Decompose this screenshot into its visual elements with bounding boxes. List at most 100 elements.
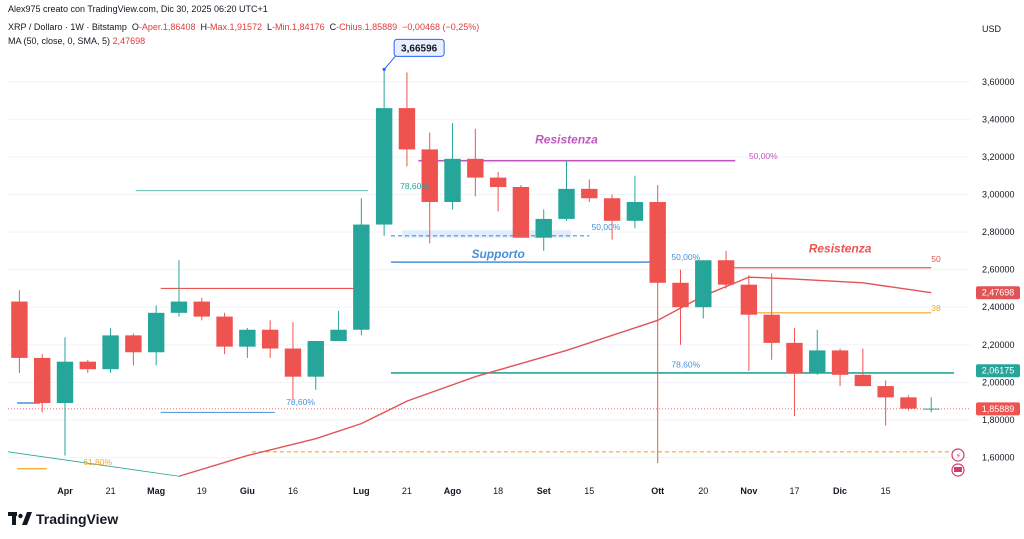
candle-40 — [923, 397, 940, 413]
candle-17 — [398, 72, 416, 167]
high-value: -Max.1,91572 — [206, 22, 263, 32]
candle-32 — [740, 275, 758, 372]
x-label-2: Mag — [147, 486, 165, 496]
y-tick-8: 2,00000 — [982, 377, 1015, 387]
fib-label-3: 50,00% — [671, 252, 700, 262]
y-tick-0: 3,60000 — [982, 77, 1015, 87]
candle-body-22 — [512, 186, 530, 238]
candle-body-32 — [740, 284, 758, 315]
open-value: -Aper.1,86408 — [138, 22, 196, 32]
candle-8 — [193, 297, 210, 321]
fib-label-7: 50 — [931, 254, 941, 264]
ma-label: MA (50, close, 0, SMA, 5) — [8, 36, 111, 46]
x-label-11: 15 — [584, 486, 594, 496]
candle-27 — [626, 175, 644, 229]
level-price-tag-bg — [976, 364, 1020, 378]
candle-body-28 — [649, 202, 666, 283]
candle-6 — [147, 305, 165, 366]
annotation-2: Resistenza — [809, 241, 872, 255]
candle-body-8 — [193, 301, 210, 317]
candle-24 — [558, 160, 575, 221]
high-label: H — [200, 22, 207, 32]
close-label: C — [329, 22, 337, 32]
candle-13 — [307, 341, 324, 390]
candle-body-30 — [695, 260, 712, 308]
candle-37 — [854, 348, 872, 387]
support-zone-band — [402, 230, 572, 238]
x-label-5: 16 — [288, 486, 298, 496]
x-label-6: Lug — [353, 486, 370, 496]
y-tick-1: 3,40000 — [982, 114, 1015, 124]
candle-body-29 — [672, 282, 689, 308]
chart-credit: Alex975 creato con TradingView.com, Dic … — [8, 4, 268, 14]
symbol-title[interactable]: XRP / Dollaro · 1W · Bitstamp — [8, 22, 127, 32]
candle-1 — [33, 354, 51, 413]
candle-20 — [467, 128, 484, 197]
level-lines — [7, 159, 970, 477]
candle-18 — [421, 132, 438, 244]
x-label-7: 21 — [402, 486, 412, 496]
candle-16 — [375, 68, 393, 236]
candle-body-21 — [489, 177, 507, 187]
candle-21 — [489, 171, 507, 212]
level-price-tag: 2,06175 — [976, 364, 1020, 378]
y-tick-6: 2,40000 — [982, 302, 1015, 312]
candle-body-35 — [809, 350, 826, 373]
candle-25 — [581, 179, 598, 203]
candles — [11, 68, 940, 464]
candle-31 — [717, 250, 735, 289]
candle-14 — [330, 310, 347, 342]
candle-body-40 — [923, 408, 940, 410]
time-axis[interactable]: Apr 21 Mag 19 Giu 16 Lug 21 Ago 18 Set 15 Ott 20 Nov 17… — [57, 486, 890, 496]
ma-price-tag: 2,47698 — [976, 286, 1020, 300]
candle-body-7 — [170, 301, 188, 313]
y-tick-7: 2,20000 — [982, 340, 1015, 350]
candle-38 — [877, 380, 894, 426]
candle-4 — [102, 327, 119, 373]
high-callout-text: 3,66596 — [401, 43, 438, 54]
candle-23 — [535, 209, 552, 251]
support-zone — [402, 230, 572, 238]
candle-body-4 — [102, 335, 119, 370]
candle-33 — [763, 273, 780, 360]
x-label-3: 19 — [197, 486, 207, 496]
symbol-ohlc-line: XRP / Dollaro · 1W · Bitstamp O-Aper.1,8… — [8, 22, 479, 32]
change-value: −0,00468 (−0,25%) — [402, 22, 480, 32]
annotations: Resistenza Supporto Resistenza 78,60% 50,00%… — [83, 38, 941, 467]
candle-body-10 — [239, 329, 256, 347]
callout-anchor — [382, 67, 386, 72]
candle-15 — [353, 198, 370, 336]
candle-body-0 — [11, 301, 28, 358]
y-tick-5: 2,60000 — [982, 265, 1015, 275]
close-value: -Chius.1,85889 — [336, 22, 398, 32]
candle-39 — [900, 395, 917, 411]
last-price-tag: 1,85889 — [976, 402, 1020, 416]
trend-line — [7, 451, 180, 477]
y-tick-2: 3,20000 — [982, 152, 1015, 162]
alert-icon[interactable] — [951, 448, 965, 462]
side-icons[interactable]: ⚡ — [951, 448, 965, 477]
y-tick-9: 1,80000 — [982, 415, 1015, 425]
candle-35 — [809, 329, 826, 375]
ma-legend[interactable]: MA (50, close, 0, SMA, 5) 2,47698 — [8, 36, 145, 46]
candle-body-2 — [56, 361, 74, 403]
logo-text: TradingView — [36, 511, 119, 527]
candle-36 — [831, 348, 849, 387]
candle-26 — [603, 194, 621, 240]
svg-text:⚡: ⚡ — [956, 452, 962, 461]
tradingview-logo[interactable]: TradingView — [8, 511, 118, 527]
x-label-0: Apr — [57, 486, 73, 496]
candle-2 — [56, 337, 74, 456]
high-callout-box — [393, 38, 445, 57]
x-label-12: Ott — [651, 486, 664, 496]
last-price-tag-text: 1,85889 — [982, 404, 1015, 414]
candle-body-11 — [261, 329, 279, 349]
candle-body-36 — [831, 350, 849, 375]
price-axis[interactable]: USD 3,60000 3,40000 3,20000 3,00000 2,80000 2… — [982, 24, 1015, 462]
candle-body-1 — [33, 357, 51, 403]
x-label-16: Dic — [833, 486, 847, 496]
candle-30 — [695, 260, 712, 319]
candle-body-27 — [626, 202, 644, 221]
candle-body-16 — [375, 108, 393, 225]
